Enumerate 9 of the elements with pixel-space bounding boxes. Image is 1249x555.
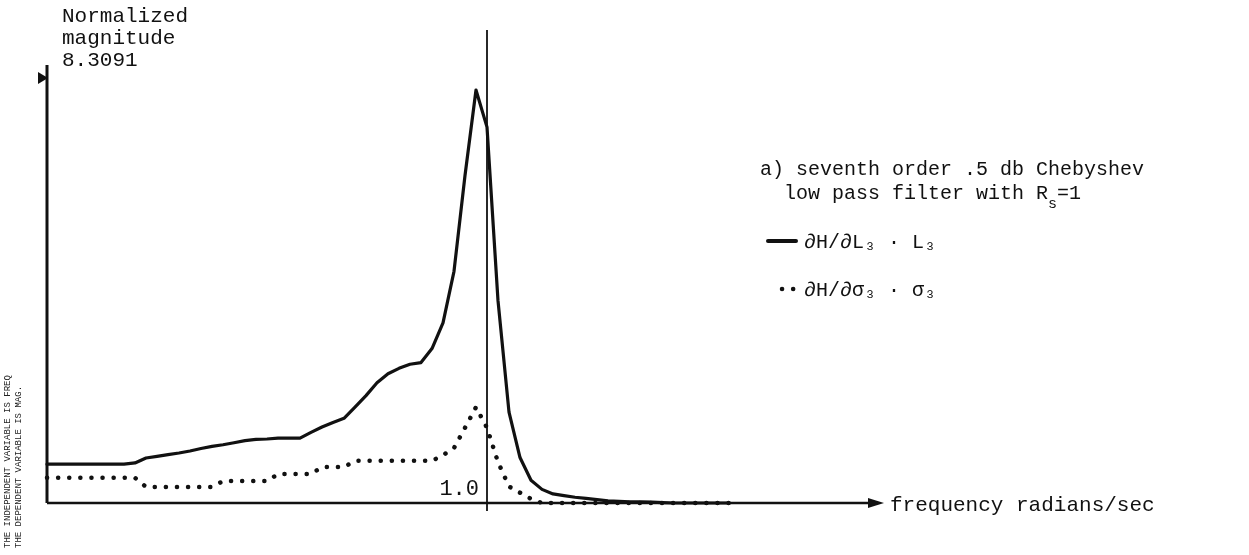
y-axis-title: Normalized magnitude: [62, 5, 189, 50]
annotation: 1.0: [439, 477, 479, 502]
legend-label: ∂H/∂σ₃ · σ₃: [804, 279, 937, 302]
legend-title: a) seventh order .5 db Chebyshev low pass filter with R$_{s}$=1: [760, 158, 1145, 213]
text: 8.3091: [62, 49, 138, 72]
text: THE DEPENDENT VARIABLE IS MAG.: [14, 385, 24, 548]
legend-label: ∂H/∂L₃ · L₃: [804, 231, 937, 254]
text: frequency radians/sec: [890, 494, 1155, 517]
text: THE INDEPENDENT VARIABLE IS FREQ: [3, 375, 13, 548]
